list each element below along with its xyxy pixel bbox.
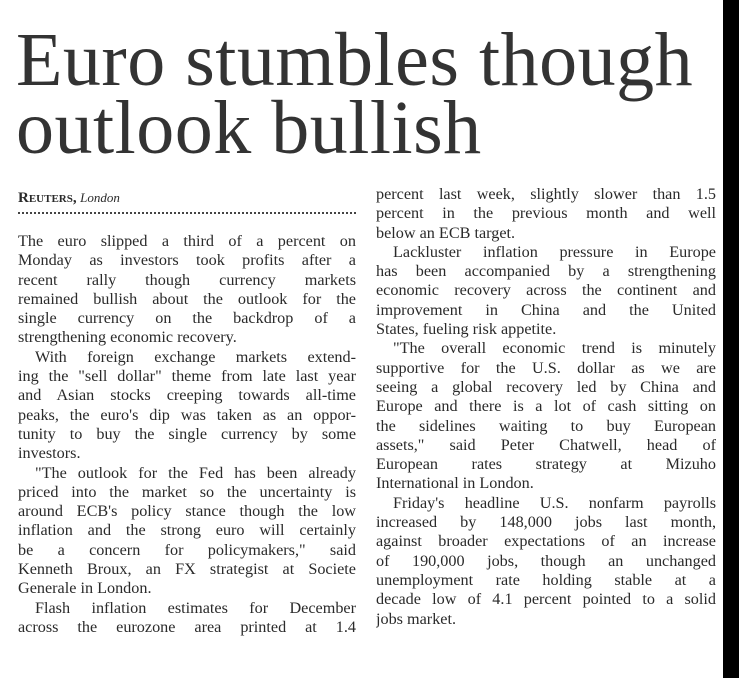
article-line: of 190,000 jobs, though an unchanged [376, 551, 716, 570]
article-line: percent last week, slightly slower than … [376, 185, 716, 203]
article-line: be a concern for policymakers," said [18, 540, 356, 559]
article-line: increased by 148,000 jobs last month, [376, 513, 716, 532]
article-line: Monday as investors took profits after a [18, 251, 356, 270]
article-line: and Asian stocks creeping towards all-ti… [18, 386, 356, 405]
article-line: peaks, the euro's dip was taken as an op… [18, 405, 356, 424]
article-line: Friday's headline U.S. nonfarm payrolls [393, 493, 716, 512]
article-line: single currency on the backdrop of a [18, 309, 356, 328]
article-line: around ECB's policy stance though the lo… [18, 502, 356, 521]
dotted-divider [18, 212, 356, 214]
article-line: inflation and the strong euro will certa… [18, 521, 356, 540]
article-line: unemployment rate holding stable at a [376, 570, 716, 589]
article-line: Lackluster inflation pressure in Europe [393, 242, 716, 261]
article-line: improvement in China and the United [376, 300, 716, 319]
article-line: Europe and there is a lot of cash sittin… [376, 397, 716, 416]
article-line: supportive for the U.S. dollar as we are [376, 358, 716, 377]
article-line: recent rally though currency markets [18, 270, 356, 289]
headline-line: Euro stumbles though [16, 18, 694, 102]
article-line: against broader expectations of an incre… [376, 532, 716, 551]
article-line: tunity to buy the single currency by som… [18, 424, 356, 443]
article-line: remained bullish about the outlook for t… [18, 289, 356, 308]
article-line: decade low of 4.1 percent pointed to a s… [376, 590, 716, 609]
article-line: seeing a global recovery led by China an… [376, 377, 716, 396]
article-line: "The overall economic trend is minutely [393, 339, 716, 358]
article-column-left: The euro slipped a third of a percent on… [18, 232, 356, 637]
article-line: investors. [18, 444, 81, 463]
byline-city: London [80, 190, 120, 205]
byline: Reuters, London [18, 190, 120, 207]
article-line: European rates strategy at Mizuho [376, 455, 716, 474]
article-line: percent in the previous month and well [376, 204, 716, 223]
article-line: International in London. [376, 474, 534, 493]
article-line: has been accompanied by a strengthening [376, 262, 716, 281]
byline-agency: Reuters, [18, 190, 77, 206]
scan-edge-bar [723, 0, 739, 678]
article-line: assets," said Peter Chatwell, head of [376, 435, 716, 454]
article-line: priced into the market so the uncertaint… [18, 482, 356, 501]
article-line: economic recovery across the continent a… [376, 281, 716, 300]
article-line: The euro slipped a third of a percent on [18, 232, 356, 250]
article-line: the sidelines waiting to buy European [376, 416, 716, 435]
article-line: With foreign exchange markets extend- [35, 347, 356, 366]
article-line: below an ECB target. [376, 223, 516, 242]
article-line: "The outlook for the Fed has been alread… [35, 463, 356, 482]
article-line: ing the "sell dollar" theme from late la… [18, 367, 356, 386]
article-line: Generale in London. [18, 579, 152, 598]
article-column-right: percent last week, slightly slower than … [376, 185, 716, 629]
article-line: Kenneth Broux, an FX strategist at Socie… [18, 560, 356, 579]
headline: Euro stumbles though outlook bullish [16, 18, 726, 170]
headline-line: outlook bullish [16, 86, 482, 170]
article-line: across the eurozone area printed at 1.4 [18, 617, 356, 636]
article-line: strengthening economic recovery. [18, 328, 237, 347]
article-line: States, fueling risk appetite. [376, 320, 557, 339]
article-line: Flash inflation estimates for December [35, 598, 356, 617]
article-line: jobs market. [376, 609, 457, 628]
